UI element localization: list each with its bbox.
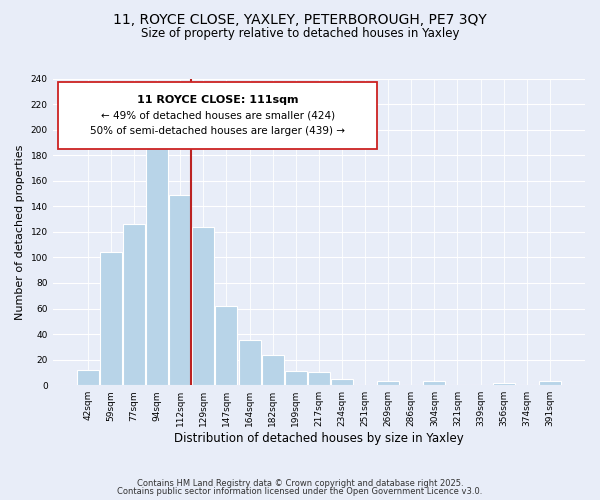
Bar: [377, 382, 399, 385]
Bar: [539, 382, 561, 385]
Text: ← 49% of detached houses are smaller (424): ← 49% of detached houses are smaller (42…: [101, 110, 335, 120]
Bar: [285, 371, 307, 385]
Bar: [146, 128, 168, 385]
Text: Contains HM Land Registry data © Crown copyright and database right 2025.: Contains HM Land Registry data © Crown c…: [137, 478, 463, 488]
Bar: [193, 226, 214, 385]
Bar: [239, 340, 260, 385]
Bar: [424, 382, 445, 385]
Bar: [331, 379, 353, 385]
Bar: [215, 306, 238, 385]
Text: 11, ROYCE CLOSE, YAXLEY, PETERBOROUGH, PE7 3QY: 11, ROYCE CLOSE, YAXLEY, PETERBOROUGH, P…: [113, 12, 487, 26]
Bar: [262, 354, 284, 385]
Text: Contains public sector information licensed under the Open Government Licence v3: Contains public sector information licen…: [118, 487, 482, 496]
FancyBboxPatch shape: [58, 82, 377, 149]
Text: 50% of semi-detached houses are larger (439) →: 50% of semi-detached houses are larger (…: [90, 126, 345, 136]
Text: Size of property relative to detached houses in Yaxley: Size of property relative to detached ho…: [141, 28, 459, 40]
Bar: [169, 195, 191, 385]
Bar: [493, 382, 515, 385]
Bar: [308, 372, 330, 385]
Bar: [123, 224, 145, 385]
Y-axis label: Number of detached properties: Number of detached properties: [15, 144, 25, 320]
X-axis label: Distribution of detached houses by size in Yaxley: Distribution of detached houses by size …: [174, 432, 464, 445]
Bar: [77, 370, 99, 385]
Bar: [100, 252, 122, 385]
Text: 11 ROYCE CLOSE: 111sqm: 11 ROYCE CLOSE: 111sqm: [137, 96, 298, 106]
